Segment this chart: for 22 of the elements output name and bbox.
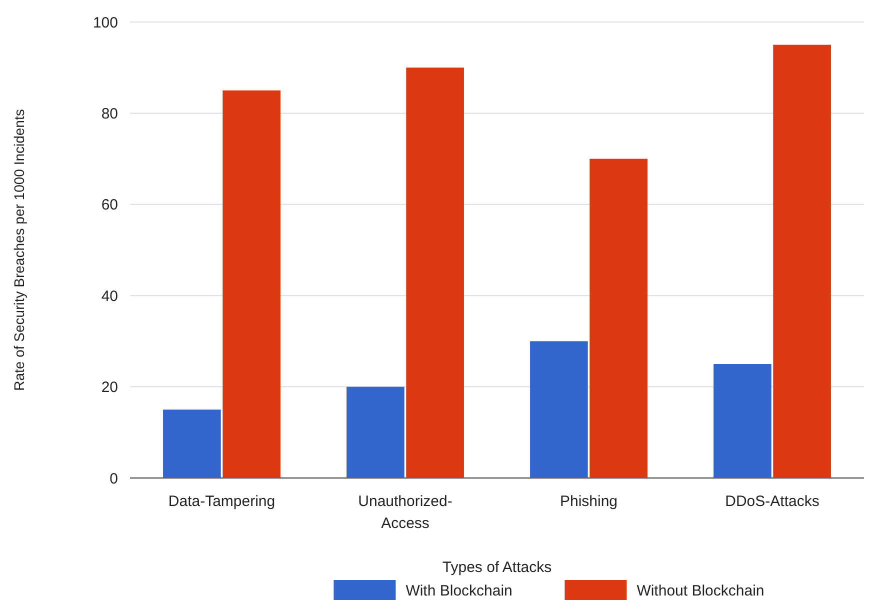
x-tick-label: DDoS-Attacks [725, 493, 820, 510]
x-tick-label: Data-Tampering [168, 493, 276, 510]
bar [346, 386, 404, 478]
y-tick-label: 60 [101, 196, 118, 214]
bar [714, 364, 772, 478]
x-tick-label: Phishing [560, 493, 618, 510]
bar [222, 90, 280, 478]
y-tick-label: 100 [92, 14, 118, 32]
y-tick-label: 20 [101, 379, 118, 396]
y-tick-label: 40 [101, 288, 118, 305]
y-axis-title: Rate of Security Breaches per 1000 Incidents [11, 109, 27, 391]
legend-label: Without Blockchain [636, 582, 764, 600]
legend-label: With Blockchain [406, 582, 512, 600]
bar [773, 44, 831, 478]
bar [530, 341, 588, 478]
y-tick-label: 80 [101, 105, 118, 122]
y-tick-label: 0 [110, 470, 118, 488]
x-axis-title: Types of Attacks [442, 559, 552, 576]
bar [163, 410, 221, 478]
bar [406, 68, 464, 478]
bar [590, 158, 648, 478]
x-tick-label: Unauthorized-Access [358, 493, 452, 532]
